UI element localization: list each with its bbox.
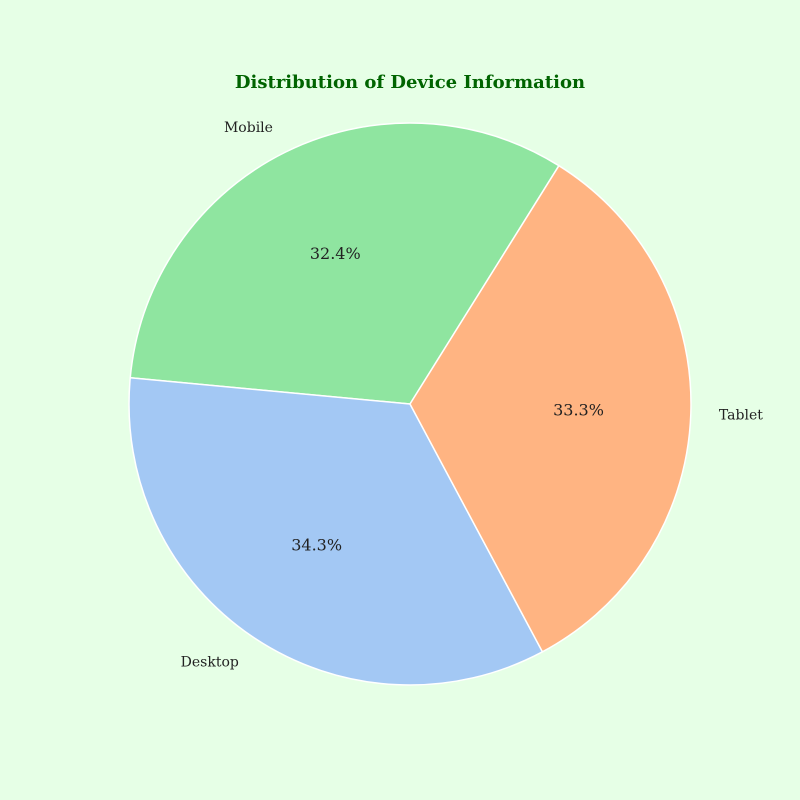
pie-slice-mobile [129,122,560,405]
pie-slice-desktop [128,377,544,686]
slice-percent-mobile: 32.4% [310,244,361,263]
pie-slices [128,122,692,686]
pie-labels: Mobile 32.4% Desktop 34.3% Tablet 33.3% [181,120,764,670]
pie-slice-tablet [409,164,692,653]
slice-label-desktop: Desktop [181,654,239,670]
slice-percent-tablet: 33.3% [553,401,604,420]
chart-title: Distribution of Device Information [235,72,585,93]
slice-percent-desktop: 34.3% [291,535,342,554]
slice-label-tablet: Tablet [719,407,763,423]
slice-label-mobile: Mobile [224,120,273,136]
